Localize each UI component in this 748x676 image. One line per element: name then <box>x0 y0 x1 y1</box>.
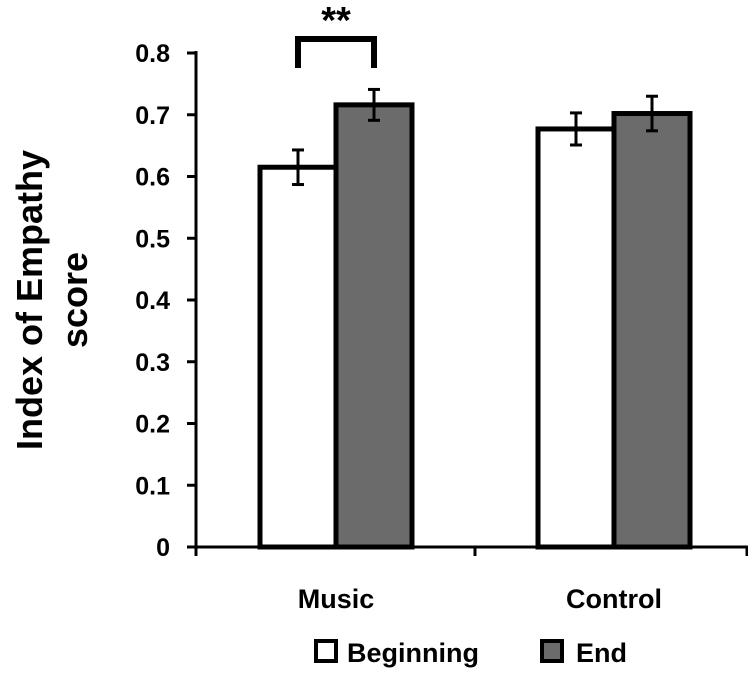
legend-swatch <box>540 639 564 663</box>
y-tick-label: 0.8 <box>135 40 170 68</box>
y-tick-label: 0 <box>156 534 170 562</box>
y-axis-label-line-1: Index of Empathy <box>9 150 50 450</box>
legend: Beginning End <box>314 638 627 668</box>
y-tick-label: 0.1 <box>135 472 170 500</box>
legend-label: End <box>576 638 627 668</box>
y-axis-label-line-2: score <box>54 252 95 348</box>
bar <box>611 111 693 550</box>
bar <box>333 102 415 550</box>
y-tick-label: 0.5 <box>135 225 170 253</box>
y-tick-label: 0.4 <box>135 287 170 315</box>
legend-swatch <box>314 639 338 663</box>
x-tick-label: Music <box>298 584 375 614</box>
y-tick-label: 0.2 <box>135 411 170 439</box>
bar <box>257 164 339 550</box>
y-tick-label: 0.7 <box>135 102 170 130</box>
significance-label: ** <box>321 0 351 42</box>
plot-area: 0 0.1 0.2 0.3 0.4 0.5 0.6 0.7 0.8 Music Control ** <box>135 0 748 614</box>
y-tick-label: 0.3 <box>135 349 170 377</box>
bar <box>535 126 617 550</box>
y-axis-label: Index of Empathy score <box>9 150 95 450</box>
significance-bracket <box>295 36 377 68</box>
x-tick-label: Control <box>566 584 662 614</box>
y-tick-label: 0.6 <box>135 164 170 192</box>
legend-label: Beginning <box>347 638 479 668</box>
